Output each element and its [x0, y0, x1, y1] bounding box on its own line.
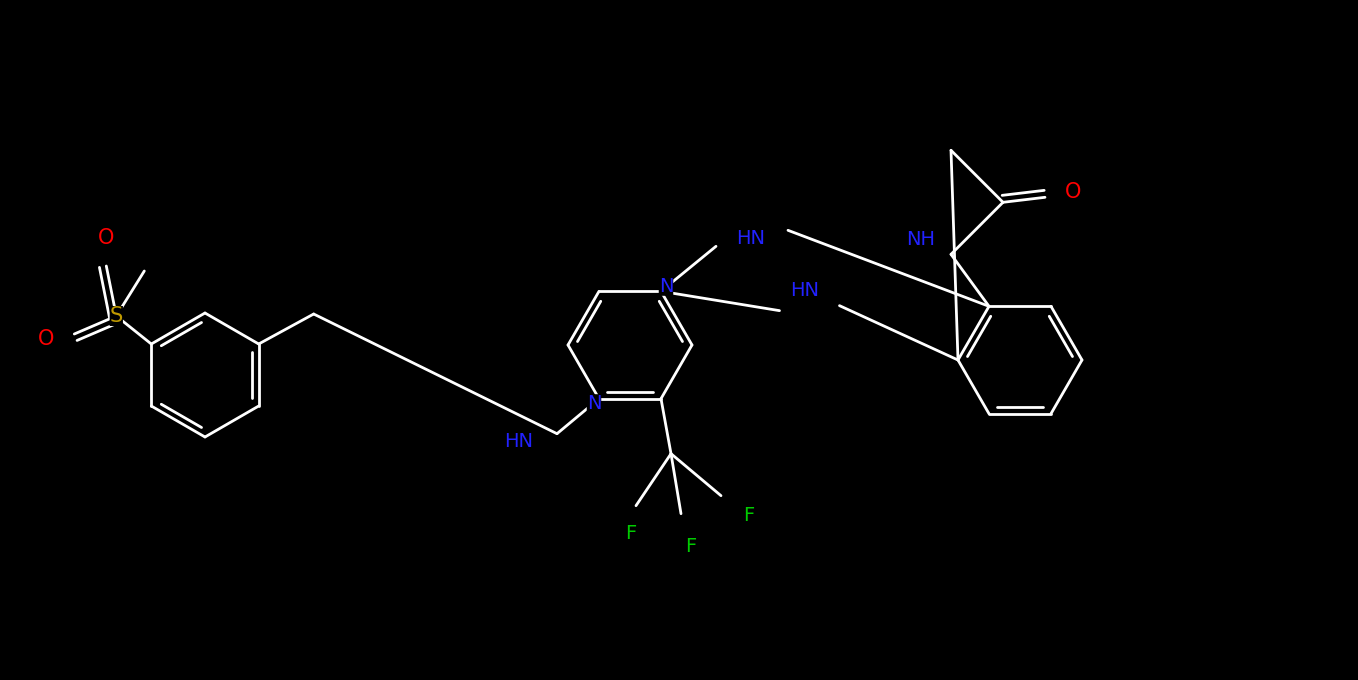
Text: O: O [98, 228, 114, 248]
Text: O: O [38, 329, 54, 349]
Text: S: S [110, 306, 124, 326]
Text: N: N [587, 394, 602, 413]
Text: O: O [1065, 182, 1081, 203]
Text: NH: NH [907, 230, 936, 249]
Text: N: N [659, 277, 674, 296]
Text: HN: HN [790, 281, 819, 300]
Text: F: F [743, 506, 755, 525]
Text: F: F [626, 524, 637, 543]
Text: HN: HN [736, 228, 766, 248]
Text: HN: HN [505, 432, 534, 452]
Text: F: F [686, 537, 697, 556]
